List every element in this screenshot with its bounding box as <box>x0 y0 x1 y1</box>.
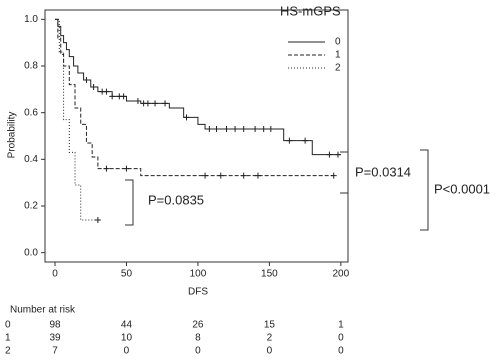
p-value: P<0.0001 <box>434 181 490 196</box>
x-tick-label: 150 <box>261 269 278 280</box>
p-value: P=0.0835 <box>148 192 204 207</box>
censor-mark <box>103 165 110 172</box>
censor-mark <box>120 93 127 100</box>
y-tick-label: 0.0 <box>24 247 38 258</box>
censor-mark <box>252 126 259 132</box>
censor-mark <box>286 137 293 144</box>
p-value: P=0.0314 <box>355 164 411 179</box>
risk-count: 15 <box>264 320 276 331</box>
x-tick-label: 100 <box>190 269 207 280</box>
risk-count: 2 <box>267 333 273 344</box>
censor-mark <box>217 172 224 179</box>
x-axis-label: DFS <box>188 287 208 298</box>
y-tick-label: 0.8 <box>24 61 38 72</box>
censor-mark <box>109 93 116 100</box>
risk-count: 7 <box>52 346 58 357</box>
risk-count: 0 <box>195 346 201 357</box>
censor-mark <box>267 126 274 132</box>
bracket <box>420 149 429 231</box>
y-axis-label: Probability <box>7 112 18 159</box>
risk-count: 0 <box>267 346 273 357</box>
risk-table-title: Number at risk <box>10 305 76 316</box>
legend-title: HS-mGPS <box>280 3 341 18</box>
plot-frame <box>44 9 349 263</box>
km-curve <box>55 18 98 221</box>
censor-mark <box>90 84 97 90</box>
risk-row-label: 0 <box>5 320 11 331</box>
y-tick-label: 1.0 <box>24 14 38 25</box>
censor-mark <box>134 98 141 104</box>
legend-label: 2 <box>335 63 341 74</box>
censor-mark <box>83 77 90 83</box>
censor-mark <box>240 126 247 132</box>
censor-mark <box>144 100 151 107</box>
censor-mark <box>123 165 130 172</box>
legend-label: 1 <box>335 50 341 61</box>
censor-mark <box>240 172 247 179</box>
censor-mark <box>254 172 261 179</box>
censor-mark <box>162 100 169 107</box>
bracket <box>125 179 134 226</box>
y-tick-label: 0.4 <box>24 154 38 165</box>
risk-row-label: 1 <box>5 333 11 344</box>
x-tick-label: 50 <box>121 269 133 280</box>
bracket <box>340 151 349 194</box>
risk-count: 98 <box>49 320 61 331</box>
risk-count: 8 <box>195 333 201 344</box>
censor-mark <box>202 172 209 179</box>
risk-count: 10 <box>121 333 133 344</box>
risk-count: 0 <box>338 346 344 357</box>
risk-row-label: 2 <box>5 346 11 357</box>
risk-count: 39 <box>49 333 61 344</box>
censor-mark <box>94 217 101 223</box>
legend-label: 0 <box>335 37 341 48</box>
censor-mark <box>302 137 309 144</box>
risk-count: 26 <box>192 320 204 331</box>
censor-mark <box>152 100 159 107</box>
x-tick-label: 200 <box>333 269 350 280</box>
censor-mark <box>206 126 213 132</box>
risk-count: 44 <box>121 320 133 331</box>
censor-mark <box>103 88 110 95</box>
km-curve <box>55 18 334 177</box>
censor-mark <box>232 126 239 132</box>
censor-mark <box>326 151 333 158</box>
censor-mark <box>183 114 190 121</box>
y-tick-label: 0.6 <box>24 107 38 118</box>
censor-mark <box>330 172 337 179</box>
risk-count: 1 <box>338 320 344 331</box>
censor-mark <box>213 126 220 132</box>
km-curve <box>55 18 341 156</box>
risk-count: 0 <box>124 346 130 357</box>
censor-mark <box>223 126 230 132</box>
y-tick-label: 0.2 <box>24 201 38 212</box>
x-tick-label: 0 <box>52 269 58 280</box>
risk-count: 0 <box>338 333 344 344</box>
censor-mark <box>334 151 341 158</box>
censor-mark <box>260 126 267 132</box>
